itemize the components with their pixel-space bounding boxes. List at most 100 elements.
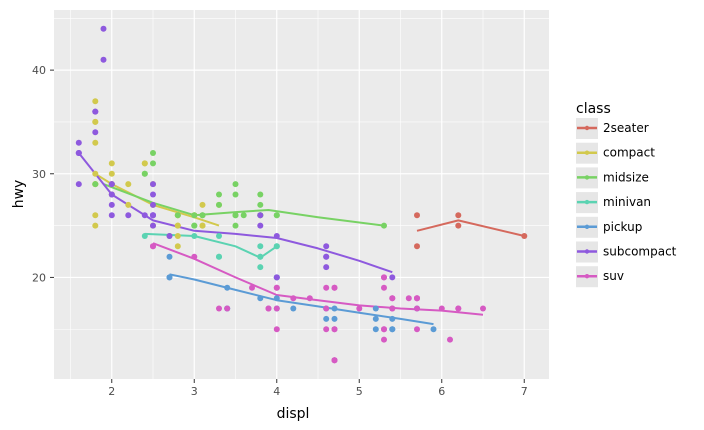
point-subcompact: [141, 212, 148, 219]
y-tick-label: 20: [32, 271, 46, 284]
point-subcompact: [257, 212, 264, 219]
point-subcompact: [108, 181, 115, 188]
point-midsize: [92, 181, 99, 188]
point-compact: [92, 212, 99, 219]
point-midsize: [191, 222, 198, 229]
legend-label: 2seater: [603, 121, 649, 135]
point-pickup: [372, 326, 379, 333]
y-tick-label: 30: [32, 168, 46, 181]
trend-line-suv: [152, 242, 484, 316]
point-midsize: [381, 222, 387, 229]
point-suv: [447, 336, 453, 343]
point-suv: [323, 305, 330, 312]
point-subcompact: [166, 233, 173, 239]
legend-item-compact: compact: [576, 142, 655, 164]
point-suv: [290, 295, 297, 302]
point-minivan: [257, 264, 264, 271]
legend-item-subcompact: subcompact: [576, 241, 677, 263]
point-suv: [224, 305, 231, 312]
point-subcompact: [108, 201, 115, 208]
point-pickup: [290, 305, 297, 312]
legend-key-point: [584, 274, 590, 279]
legend-label: pickup: [603, 220, 642, 234]
point-midsize: [216, 191, 222, 198]
point-suv: [323, 284, 330, 291]
point-subcompact: [273, 233, 280, 239]
y-tick-label: 40: [32, 64, 46, 77]
point-subcompact: [100, 25, 107, 32]
point-minivan: [257, 253, 264, 260]
point-subcompact: [273, 274, 280, 281]
point-subcompact: [323, 253, 330, 260]
x-tick-label: 6: [438, 385, 445, 398]
point-minivan: [257, 243, 264, 250]
point-2seater: [455, 222, 462, 229]
legend-item-minivan: minivan: [576, 192, 651, 214]
point-subcompact: [75, 150, 82, 156]
point-subcompact: [150, 222, 156, 229]
point-midsize: [150, 150, 156, 156]
point-subcompact: [150, 212, 156, 219]
legend-key-point: [584, 199, 590, 205]
point-pickup: [389, 326, 396, 333]
point-suv: [331, 284, 338, 291]
point-compact: [108, 160, 115, 167]
legend-key-point: [584, 125, 590, 131]
point-compact: [108, 170, 115, 177]
point-midsize: [232, 222, 239, 229]
legend-label: minivan: [603, 195, 651, 209]
point-suv: [191, 253, 198, 260]
point-subcompact: [150, 181, 156, 188]
data-points: [75, 25, 528, 364]
x-tick-label: 2: [108, 385, 115, 398]
point-suv: [381, 284, 387, 291]
point-compact: [92, 118, 99, 125]
point-minivan: [191, 233, 198, 239]
point-pickup: [430, 326, 437, 333]
point-2seater: [414, 212, 420, 219]
point-pickup: [323, 315, 330, 322]
point-2seater: [521, 233, 528, 239]
point-subcompact: [323, 264, 330, 271]
panel-background: [54, 10, 549, 379]
point-compact: [199, 201, 206, 208]
point-compact: [125, 181, 132, 188]
trend-line-subcompact: [78, 152, 393, 274]
point-compact: [174, 222, 181, 229]
point-midsize: [216, 201, 222, 208]
point-suv: [331, 357, 338, 364]
point-minivan: [141, 233, 148, 239]
point-pickup: [372, 315, 379, 322]
point-suv: [356, 305, 363, 312]
point-midsize: [257, 201, 264, 208]
point-midsize: [273, 212, 280, 219]
point-midsize: [150, 160, 156, 167]
legend-title: class: [576, 101, 611, 117]
x-axis-title: displ: [277, 406, 310, 422]
point-minivan: [216, 253, 222, 260]
point-minivan: [273, 243, 280, 250]
legend: class 2seater compact midsize minivan pickup…: [576, 101, 677, 288]
point-compact: [92, 98, 99, 105]
point-suv: [480, 305, 486, 312]
x-tick-label: 7: [521, 385, 528, 398]
point-suv: [438, 305, 445, 312]
y-axis-title: hwy: [11, 180, 27, 209]
point-midsize: [141, 170, 148, 177]
legend-label: compact: [603, 146, 655, 160]
point-suv: [455, 305, 462, 312]
point-pickup: [331, 305, 338, 312]
point-pickup: [257, 295, 264, 302]
legend-label: suv: [603, 269, 624, 283]
point-pickup: [166, 253, 173, 260]
trend-line-2seater: [416, 219, 525, 237]
point-midsize: [191, 212, 198, 219]
x-tick-label: 5: [356, 385, 363, 398]
point-pickup: [331, 315, 338, 322]
point-subcompact: [323, 243, 330, 250]
point-suv: [405, 295, 412, 302]
point-subcompact: [150, 191, 156, 198]
point-2seater: [414, 243, 420, 250]
point-suv: [150, 243, 156, 250]
